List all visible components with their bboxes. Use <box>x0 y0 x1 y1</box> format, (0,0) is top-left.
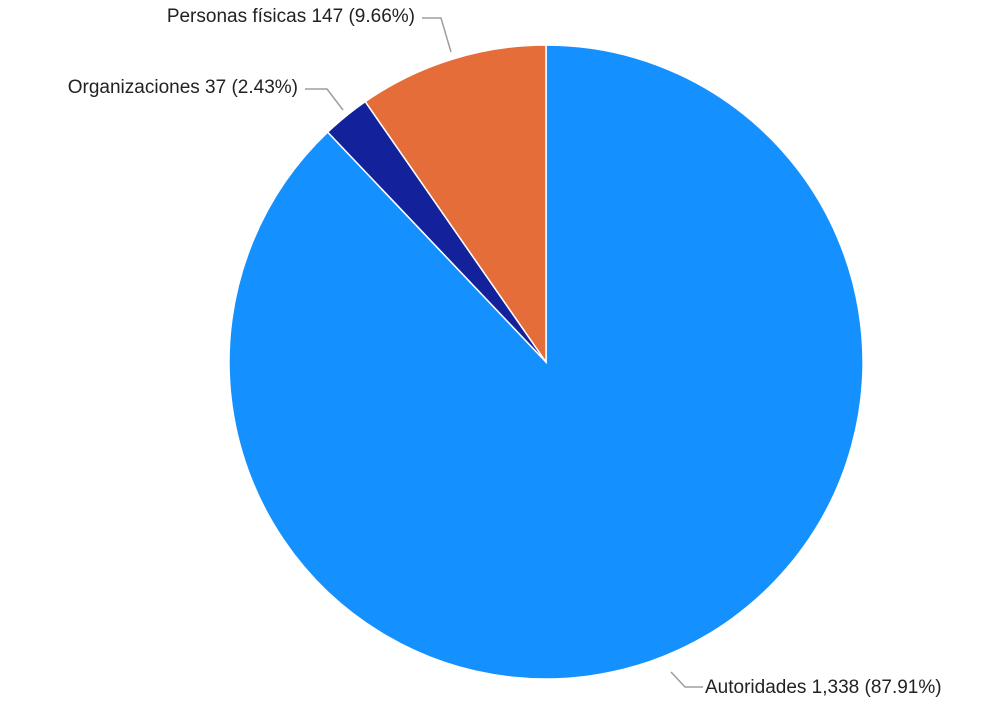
labels-layer: Autoridades 1,338 (87.91%) Organizaciones… <box>68 6 942 698</box>
slice-label-organizaciones: Organizaciones 37 (2.43%) <box>68 77 298 98</box>
leader-line-organizaciones <box>305 88 344 111</box>
leader-line-personas-f-sicas <box>422 17 452 53</box>
pie-slice-personas-f-sicas <box>364 44 547 365</box>
slices-layer <box>228 44 864 680</box>
slice-label-autoridades: Autoridades 1,338 (87.91%) <box>705 677 942 698</box>
leader-lines-layer <box>305 17 703 688</box>
slice-label-personas-f-sicas: Personas físicas 147 (9.66%) <box>167 6 415 27</box>
leader-line-autoridades <box>670 671 703 688</box>
